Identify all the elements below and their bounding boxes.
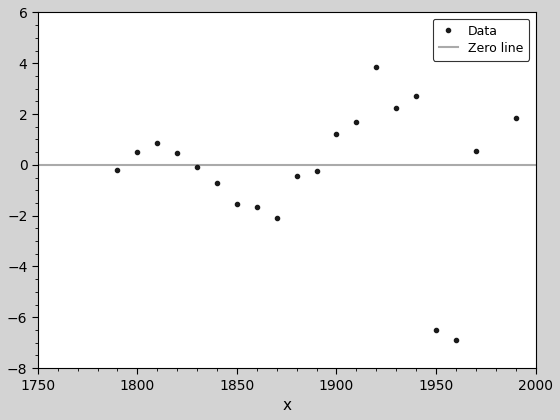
Data <box>413 94 419 99</box>
Data <box>254 204 260 209</box>
Data <box>114 168 121 173</box>
Data <box>214 180 221 185</box>
Data <box>492 55 499 60</box>
Data <box>313 169 320 174</box>
Data <box>154 141 161 146</box>
Legend: Data, Zero line: Data, Zero line <box>433 19 529 61</box>
Data <box>134 150 141 155</box>
Data <box>393 105 400 110</box>
Data <box>512 116 519 121</box>
X-axis label: x: x <box>282 398 291 413</box>
Data <box>373 65 380 70</box>
Data <box>194 165 200 170</box>
Data <box>234 202 240 207</box>
Data <box>473 148 479 153</box>
Data <box>353 119 360 124</box>
Data <box>174 151 180 156</box>
Data <box>452 338 459 343</box>
Line: Data: Data <box>113 54 520 344</box>
Data <box>273 216 280 221</box>
Data <box>433 328 440 333</box>
Data <box>333 132 340 137</box>
Data <box>293 174 300 179</box>
